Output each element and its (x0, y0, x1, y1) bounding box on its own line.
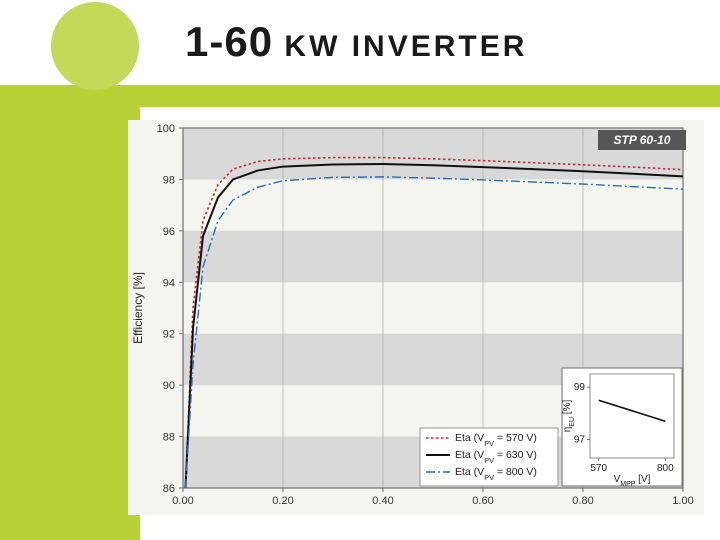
svg-text:0.00: 0.00 (172, 495, 193, 507)
svg-text:0.80: 0.80 (572, 495, 593, 507)
svg-text:0.20: 0.20 (272, 495, 293, 507)
svg-text:0.60: 0.60 (472, 495, 493, 507)
svg-text:94: 94 (163, 277, 175, 289)
slide-root: 1-60 KW INVERTER 86 88 90 92 94 96 98 100 Effici… (0, 0, 720, 540)
svg-text:570: 570 (590, 463, 607, 474)
svg-text:1.00: 1.00 (672, 495, 693, 507)
svg-text:0.40: 0.40 (372, 495, 393, 507)
svg-text:90: 90 (163, 380, 175, 392)
svg-text:92: 92 (163, 329, 175, 341)
decor-circle (51, 2, 139, 90)
title-big: 1-60 (185, 18, 273, 65)
svg-text:Efficiency [%]: Efficiency [%] (131, 272, 145, 344)
svg-text:STP 60-10: STP 60-10 (614, 133, 671, 147)
title-rest: KW INVERTER (273, 30, 527, 63)
svg-text:99: 99 (574, 382, 586, 393)
decor-bar-left (0, 85, 140, 540)
chart-svg: 86 88 90 92 94 96 98 100 Efficiency [%] 0.00 0.20 0… (128, 120, 704, 515)
svg-text:96: 96 (163, 226, 175, 238)
svg-text:100: 100 (157, 123, 175, 135)
svg-text:98: 98 (163, 174, 175, 186)
svg-text:97: 97 (574, 435, 586, 446)
svg-text:88: 88 (163, 432, 175, 444)
svg-text:86: 86 (163, 483, 175, 495)
svg-text:800: 800 (657, 463, 674, 474)
slide-title: 1-60 KW INVERTER (185, 18, 527, 66)
efficiency-chart: 86 88 90 92 94 96 98 100 Efficiency [%] 0.00 0.20 0… (128, 120, 704, 515)
